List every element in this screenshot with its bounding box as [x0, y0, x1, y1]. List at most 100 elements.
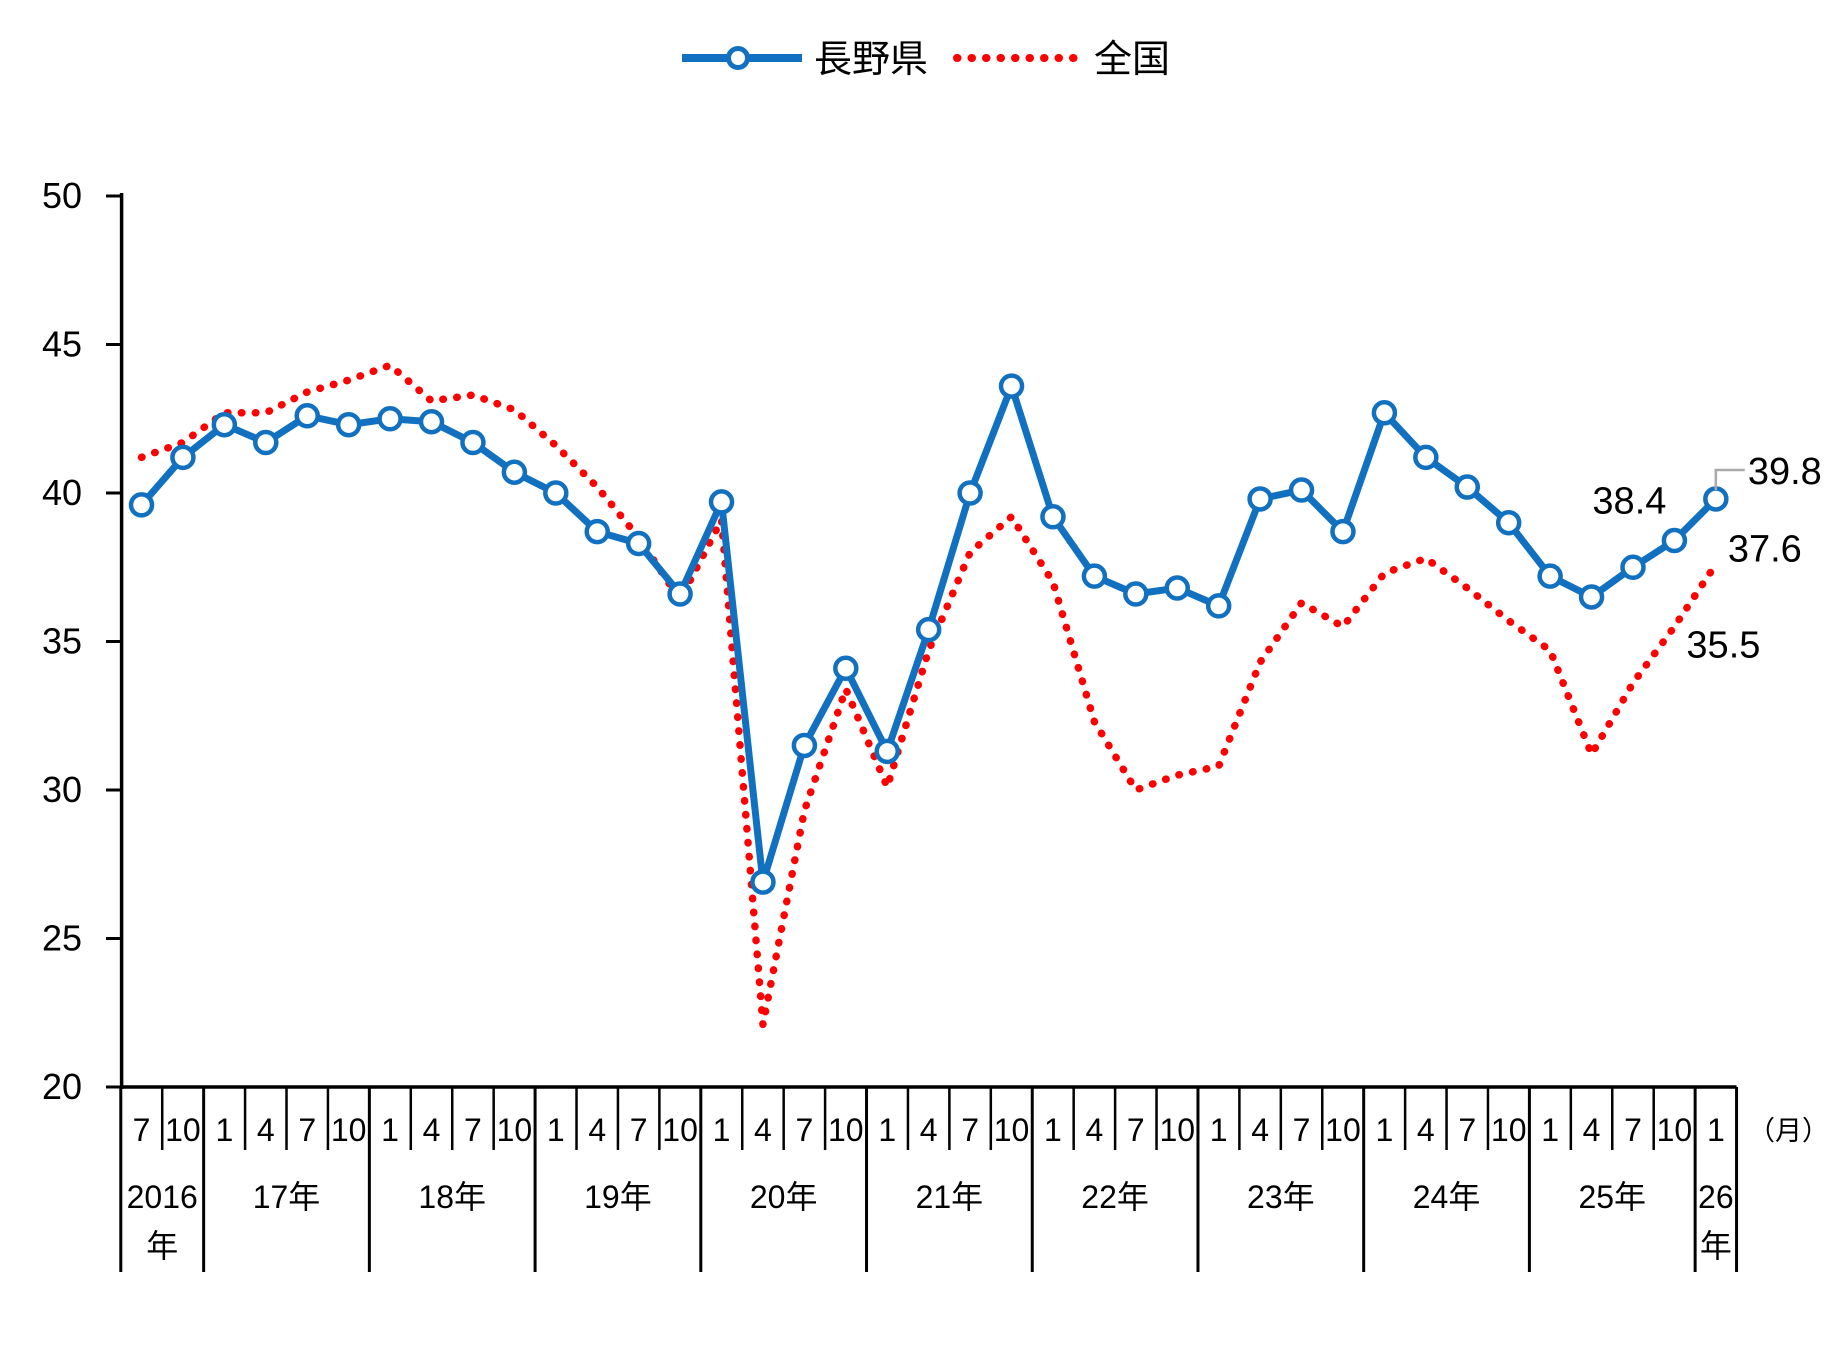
series-nagano-marker: [1123, 581, 1149, 607]
x-month-label: 7: [298, 1112, 316, 1148]
x-month-label: 1: [1210, 1112, 1228, 1148]
series-nagano-marker: [998, 373, 1025, 399]
y-axis-tick-label: 35: [42, 621, 82, 662]
x-month-label: 10: [1159, 1112, 1195, 1148]
x-month-label: 4: [1583, 1112, 1601, 1148]
x-year-label: 23年: [1247, 1179, 1315, 1215]
x-month-label: 1: [215, 1112, 233, 1148]
series-nagano-marker: [1081, 563, 1108, 589]
series-nagano-marker: [211, 411, 238, 438]
x-month-label: 10: [828, 1112, 864, 1148]
x-month-label: 7: [1458, 1112, 1476, 1148]
y-axis-tick-label: 45: [42, 324, 82, 365]
series-nagano-marker: [335, 411, 362, 438]
x-month-label: 4: [920, 1112, 938, 1148]
x-month-label: 4: [754, 1112, 772, 1148]
x-year-label: 年: [1700, 1228, 1732, 1264]
value-annotation: 35.5: [1686, 625, 1760, 667]
series-nagano-marker: [584, 518, 610, 545]
x-month-label: 10: [1325, 1112, 1361, 1148]
x-month-label: 7: [961, 1112, 979, 1148]
series-nagano-marker: [1495, 509, 1522, 536]
x-month-label: 1: [713, 1112, 731, 1148]
series-nagano-marker: [915, 616, 942, 643]
x-month-label: 7: [464, 1112, 482, 1148]
x-month-label: 1: [381, 1112, 399, 1148]
x-month-label: 1: [547, 1112, 565, 1148]
x-month-label: 1: [1376, 1112, 1394, 1148]
legend: 長野県 全国: [682, 39, 1170, 81]
x-month-label: 4: [1251, 1112, 1269, 1148]
series-nagano-marker: [1703, 486, 1729, 512]
value-annotation: 37.6: [1728, 528, 1802, 570]
series-nagano-marker: [1578, 584, 1605, 610]
x-month-label: 4: [1085, 1112, 1103, 1148]
x-month-label: 7: [1127, 1112, 1145, 1148]
series-nagano-marker: [708, 489, 735, 515]
series-nagano-marker: [170, 444, 196, 471]
series-nagano-marker: [750, 869, 776, 895]
x-month-label: 10: [994, 1112, 1030, 1148]
series-nagano-marker: [1371, 400, 1398, 426]
series-nagano-marker: [1661, 527, 1688, 554]
x-month-label: 4: [588, 1112, 606, 1148]
series-nagano-marker: [501, 459, 528, 485]
x-year-label: 24年: [1413, 1179, 1481, 1215]
series-nagano-marker: [1620, 554, 1646, 580]
series-nagano-marker: [543, 480, 569, 506]
x-year-label: 17年: [253, 1179, 321, 1215]
x-month-label: 7: [1293, 1112, 1311, 1148]
x-month-label: 7: [795, 1112, 813, 1148]
series-nagano-marker: [833, 655, 859, 681]
x-month-label: 1: [1707, 1112, 1725, 1148]
series-nagano-marker: [418, 408, 445, 435]
x-month-label: 7: [1624, 1112, 1642, 1148]
legend-nagano-label: 長野県: [814, 39, 928, 81]
x-month-label: 4: [423, 1112, 441, 1148]
series-nagano-marker: [1330, 518, 1356, 545]
x-month-label: 10: [1491, 1112, 1527, 1148]
x-axis-unit-label: （月）: [1748, 1116, 1829, 1146]
series-nagano-marker: [1164, 575, 1190, 601]
series-nagano-marker: [377, 406, 403, 432]
x-month-label: 10: [662, 1112, 698, 1148]
legend-nagano-marker-icon: [726, 46, 750, 70]
x-year-label: 26: [1698, 1179, 1734, 1215]
x-year-label: 年: [146, 1228, 178, 1264]
x-month-label: 10: [331, 1112, 367, 1148]
x-month-label: 4: [1417, 1112, 1435, 1148]
x-month-label: 1: [1044, 1112, 1062, 1148]
series-nagano-marker: [791, 732, 818, 759]
annotation-leader-line: [1714, 468, 1745, 490]
series-nagano-marker: [1288, 477, 1315, 503]
x-month-label: 10: [497, 1112, 533, 1148]
value-annotation: 38.4: [1592, 481, 1666, 523]
series-nagano-marker: [874, 738, 900, 765]
legend-zenkoku-label: 全国: [1094, 39, 1170, 81]
series-nagano-marker: [1205, 593, 1232, 619]
series-nagano-marker: [667, 581, 693, 607]
series-nagano-marker: [294, 403, 320, 429]
series-nagano-marker: [957, 480, 983, 506]
y-axis-tick-label: 25: [42, 918, 82, 959]
x-year-label: 22年: [1081, 1179, 1149, 1215]
series-nagano-marker: [1040, 504, 1066, 530]
series-nagano-marker: [460, 429, 486, 456]
x-month-label: 7: [133, 1112, 151, 1148]
x-year-label: 20年: [750, 1179, 818, 1215]
y-axis-tick-label: 20: [42, 1066, 82, 1107]
series-nagano-marker: [1454, 474, 1481, 500]
x-month-label: 1: [878, 1112, 896, 1148]
x-year-label: 19年: [584, 1179, 652, 1215]
y-axis-tick-label: 30: [42, 769, 82, 810]
series-nagano-marker: [625, 530, 652, 557]
series-nagano-marker: [1537, 563, 1563, 589]
series-nagano-marker: [253, 429, 279, 456]
x-month-label: 7: [630, 1112, 648, 1148]
y-axis-tick-label: 40: [42, 472, 82, 513]
x-month-label: 10: [165, 1112, 201, 1148]
series-zenkoku-line: [137, 361, 1720, 1029]
